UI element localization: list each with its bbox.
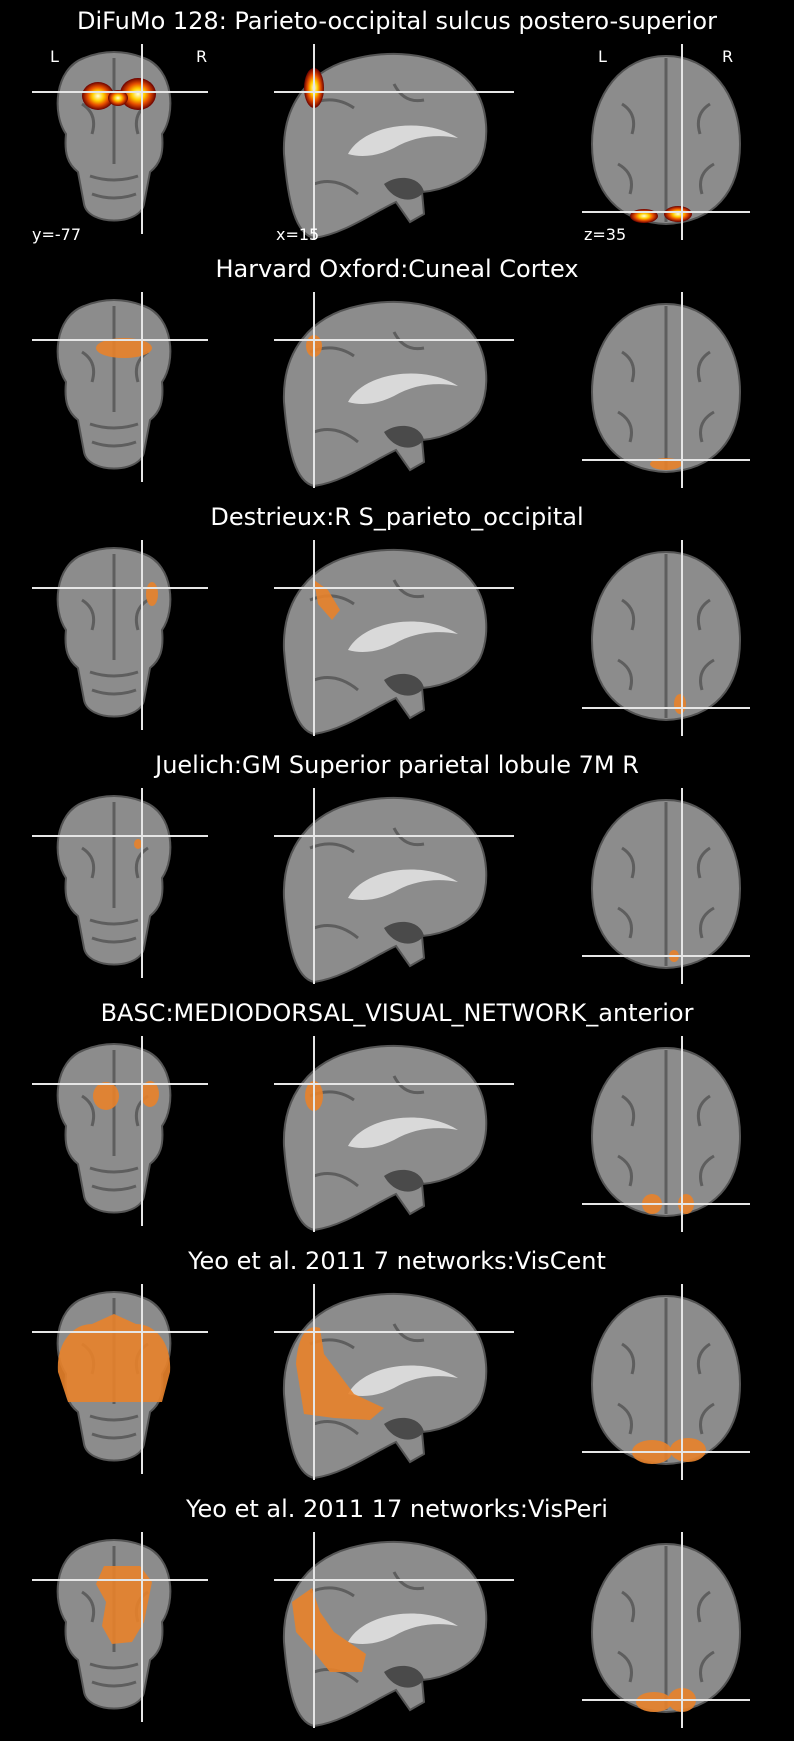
coronal-overlay bbox=[82, 78, 156, 110]
sagittal-view bbox=[274, 292, 514, 488]
axial-view bbox=[582, 292, 750, 488]
atlas-panel: BASC:MEDIODORSAL_VISUAL_NETWORK_anterior bbox=[0, 996, 794, 1244]
coronal-overlay bbox=[96, 338, 152, 358]
axial-sulci bbox=[617, 1298, 715, 1462]
axial-sulci bbox=[617, 58, 715, 222]
coronal-sulci bbox=[81, 802, 149, 944]
sagittal-view bbox=[274, 1284, 514, 1480]
left-orientation-label: L bbox=[50, 47, 59, 66]
panel-title: Yeo et al. 2011 17 networks:VisPeri bbox=[186, 1495, 608, 1523]
panel-title: Destrieux:R S_parieto_occipital bbox=[210, 503, 584, 531]
sagittal-view-image bbox=[274, 1284, 514, 1480]
coronal-view-image bbox=[32, 292, 208, 482]
axial-overlay bbox=[674, 694, 686, 714]
sagittal-view bbox=[274, 1532, 514, 1728]
coronal-view bbox=[32, 788, 228, 984]
coronal-view-image bbox=[32, 1284, 208, 1474]
coronal-view bbox=[32, 1036, 228, 1232]
coronal-sulci bbox=[81, 554, 149, 696]
sagittal-view-image bbox=[274, 1532, 514, 1728]
coronal-view-image bbox=[32, 788, 208, 978]
coronal-view bbox=[32, 540, 228, 736]
axial-view-image bbox=[582, 1036, 750, 1232]
coronal-view bbox=[32, 292, 228, 488]
axial-view bbox=[582, 1532, 750, 1728]
sagittal-view-image bbox=[274, 540, 514, 736]
coronal-view bbox=[32, 1532, 228, 1728]
axial-view-image bbox=[582, 44, 750, 240]
coronal-view-image bbox=[32, 540, 208, 730]
axial-view-image bbox=[582, 788, 750, 984]
atlas-panel: Yeo et al. 2011 17 networks:VisPeri bbox=[0, 1492, 794, 1740]
atlas-panel: Juelich:GM Superior parietal lobule 7M R bbox=[0, 748, 794, 996]
panel-title: Juelich:GM Superior parietal lobule 7M R bbox=[155, 751, 639, 779]
left-orientation-label-axial: L bbox=[598, 47, 607, 66]
axial-view-image bbox=[582, 292, 750, 488]
coronal-overlay bbox=[146, 582, 158, 606]
axial-overlay bbox=[632, 1438, 706, 1464]
brainstem-shadow bbox=[384, 921, 424, 944]
coronal-sulci bbox=[81, 306, 149, 448]
brainstem-shadow bbox=[384, 177, 424, 200]
sagittal-view-image bbox=[274, 1036, 514, 1232]
sagittal-view-image bbox=[274, 292, 514, 488]
sagittal-view bbox=[274, 788, 514, 984]
corpus-callosum bbox=[348, 1117, 458, 1148]
brainstem-shadow bbox=[384, 1417, 424, 1440]
corpus-callosum bbox=[348, 1365, 458, 1396]
atlas-panel: Yeo et al. 2011 7 networks:VisCent bbox=[0, 1244, 794, 1492]
axial-view-image bbox=[582, 1532, 750, 1728]
right-orientation-label-axial: R bbox=[722, 47, 734, 66]
atlas-panel: Destrieux:R S_parieto_occipital bbox=[0, 500, 794, 748]
coronal-sulci bbox=[81, 58, 149, 200]
axial-view bbox=[582, 44, 750, 240]
coronal-overlay bbox=[96, 1566, 152, 1644]
corpus-callosum bbox=[348, 621, 458, 652]
axial-sulci bbox=[617, 306, 715, 470]
axial-sulci bbox=[617, 1050, 715, 1214]
right-orientation-label: R bbox=[196, 47, 208, 66]
corpus-callosum bbox=[348, 1613, 458, 1644]
brainstem-shadow bbox=[384, 1665, 424, 1688]
axial-sulci bbox=[617, 554, 715, 718]
sagittal-view bbox=[274, 1036, 514, 1232]
axial-view bbox=[582, 1284, 750, 1480]
z-coordinate-label: z=35 bbox=[584, 225, 627, 244]
panel-title: BASC:MEDIODORSAL_VISUAL_NETWORK_anterior bbox=[100, 999, 694, 1027]
sagittal-overlay bbox=[314, 580, 340, 620]
coronal-view-image bbox=[32, 1036, 208, 1226]
sagittal-view bbox=[274, 540, 514, 736]
x-coordinate-label: x=15 bbox=[276, 225, 320, 244]
corpus-callosum bbox=[348, 373, 458, 404]
panel-title: DiFuMo 128: Parieto-occipital sulcus pos… bbox=[77, 7, 717, 35]
axial-view bbox=[582, 1036, 750, 1232]
atlas-panel: Harvard Oxford:Cuneal Cortex bbox=[0, 252, 794, 500]
panel-title: Harvard Oxford:Cuneal Cortex bbox=[215, 255, 579, 283]
coronal-overlay bbox=[134, 839, 142, 849]
coronal-overlay bbox=[93, 1081, 159, 1110]
atlas-panel: DiFuMo 128: Parieto-occipital sulcus pos… bbox=[0, 4, 794, 252]
y-coordinate-label: y=-77 bbox=[32, 225, 82, 244]
axial-sulci bbox=[617, 802, 715, 966]
brainstem-shadow bbox=[384, 673, 424, 696]
sagittal-view-image bbox=[274, 788, 514, 984]
brainstem-shadow bbox=[384, 1169, 424, 1192]
sagittal-overlay bbox=[296, 1327, 384, 1420]
coronal-view-image bbox=[32, 44, 208, 234]
coronal-view bbox=[32, 1284, 228, 1480]
sagittal-view bbox=[274, 44, 514, 240]
axial-view-image bbox=[582, 1284, 750, 1480]
brainstem-shadow bbox=[384, 425, 424, 448]
axial-sulci bbox=[617, 1546, 715, 1710]
sagittal-view-image bbox=[274, 44, 514, 240]
corpus-callosum bbox=[348, 125, 458, 156]
axial-view bbox=[582, 540, 750, 736]
coronal-view-image bbox=[32, 1532, 208, 1722]
axial-view-image bbox=[582, 540, 750, 736]
panel-title: Yeo et al. 2011 7 networks:VisCent bbox=[188, 1247, 606, 1275]
corpus-callosum bbox=[348, 869, 458, 900]
coronal-view bbox=[32, 44, 228, 240]
sagittal-overlay bbox=[292, 1588, 366, 1672]
axial-view bbox=[582, 788, 750, 984]
